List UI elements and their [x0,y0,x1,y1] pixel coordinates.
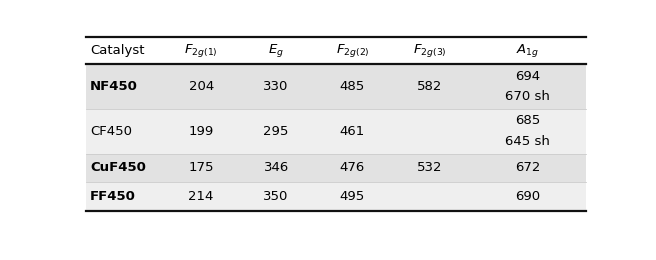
Bar [86,153,586,182]
Text: 346: 346 [264,161,289,174]
Text: 532: 532 [417,161,443,174]
Text: 175: 175 [188,161,214,174]
Bar [86,37,586,64]
Text: CuF450: CuF450 [90,161,146,174]
Text: $F_{2g(2)}$: $F_{2g(2)}$ [336,42,369,59]
Bar [86,64,586,109]
Text: NF450: NF450 [90,80,138,93]
Bar [86,109,586,153]
Text: 645 sh: 645 sh [505,135,550,148]
Text: 350: 350 [264,190,289,203]
Text: 672: 672 [515,161,541,174]
Text: 204: 204 [188,80,214,93]
Text: 330: 330 [264,80,289,93]
Text: 495: 495 [340,190,365,203]
Text: 582: 582 [417,80,443,93]
Text: Catalyst: Catalyst [90,44,144,57]
Text: FF450: FF450 [90,190,136,203]
Text: 199: 199 [188,125,214,138]
Text: $F_{2g(3)}$: $F_{2g(3)}$ [413,42,447,59]
Text: 685: 685 [515,114,540,127]
Text: 690: 690 [515,190,540,203]
Text: $A_{1g}$: $A_{1g}$ [516,42,539,59]
Text: $F_{2g(1)}$: $F_{2g(1)}$ [184,42,218,59]
Text: CF450: CF450 [90,125,132,138]
Text: 694: 694 [515,69,540,82]
Text: 485: 485 [340,80,365,93]
Bar [86,182,586,211]
Text: $E_g$: $E_g$ [268,42,284,59]
Text: 214: 214 [188,190,214,203]
Text: 476: 476 [340,161,365,174]
Text: 461: 461 [340,125,365,138]
Text: 295: 295 [264,125,289,138]
Text: 670 sh: 670 sh [505,90,550,103]
